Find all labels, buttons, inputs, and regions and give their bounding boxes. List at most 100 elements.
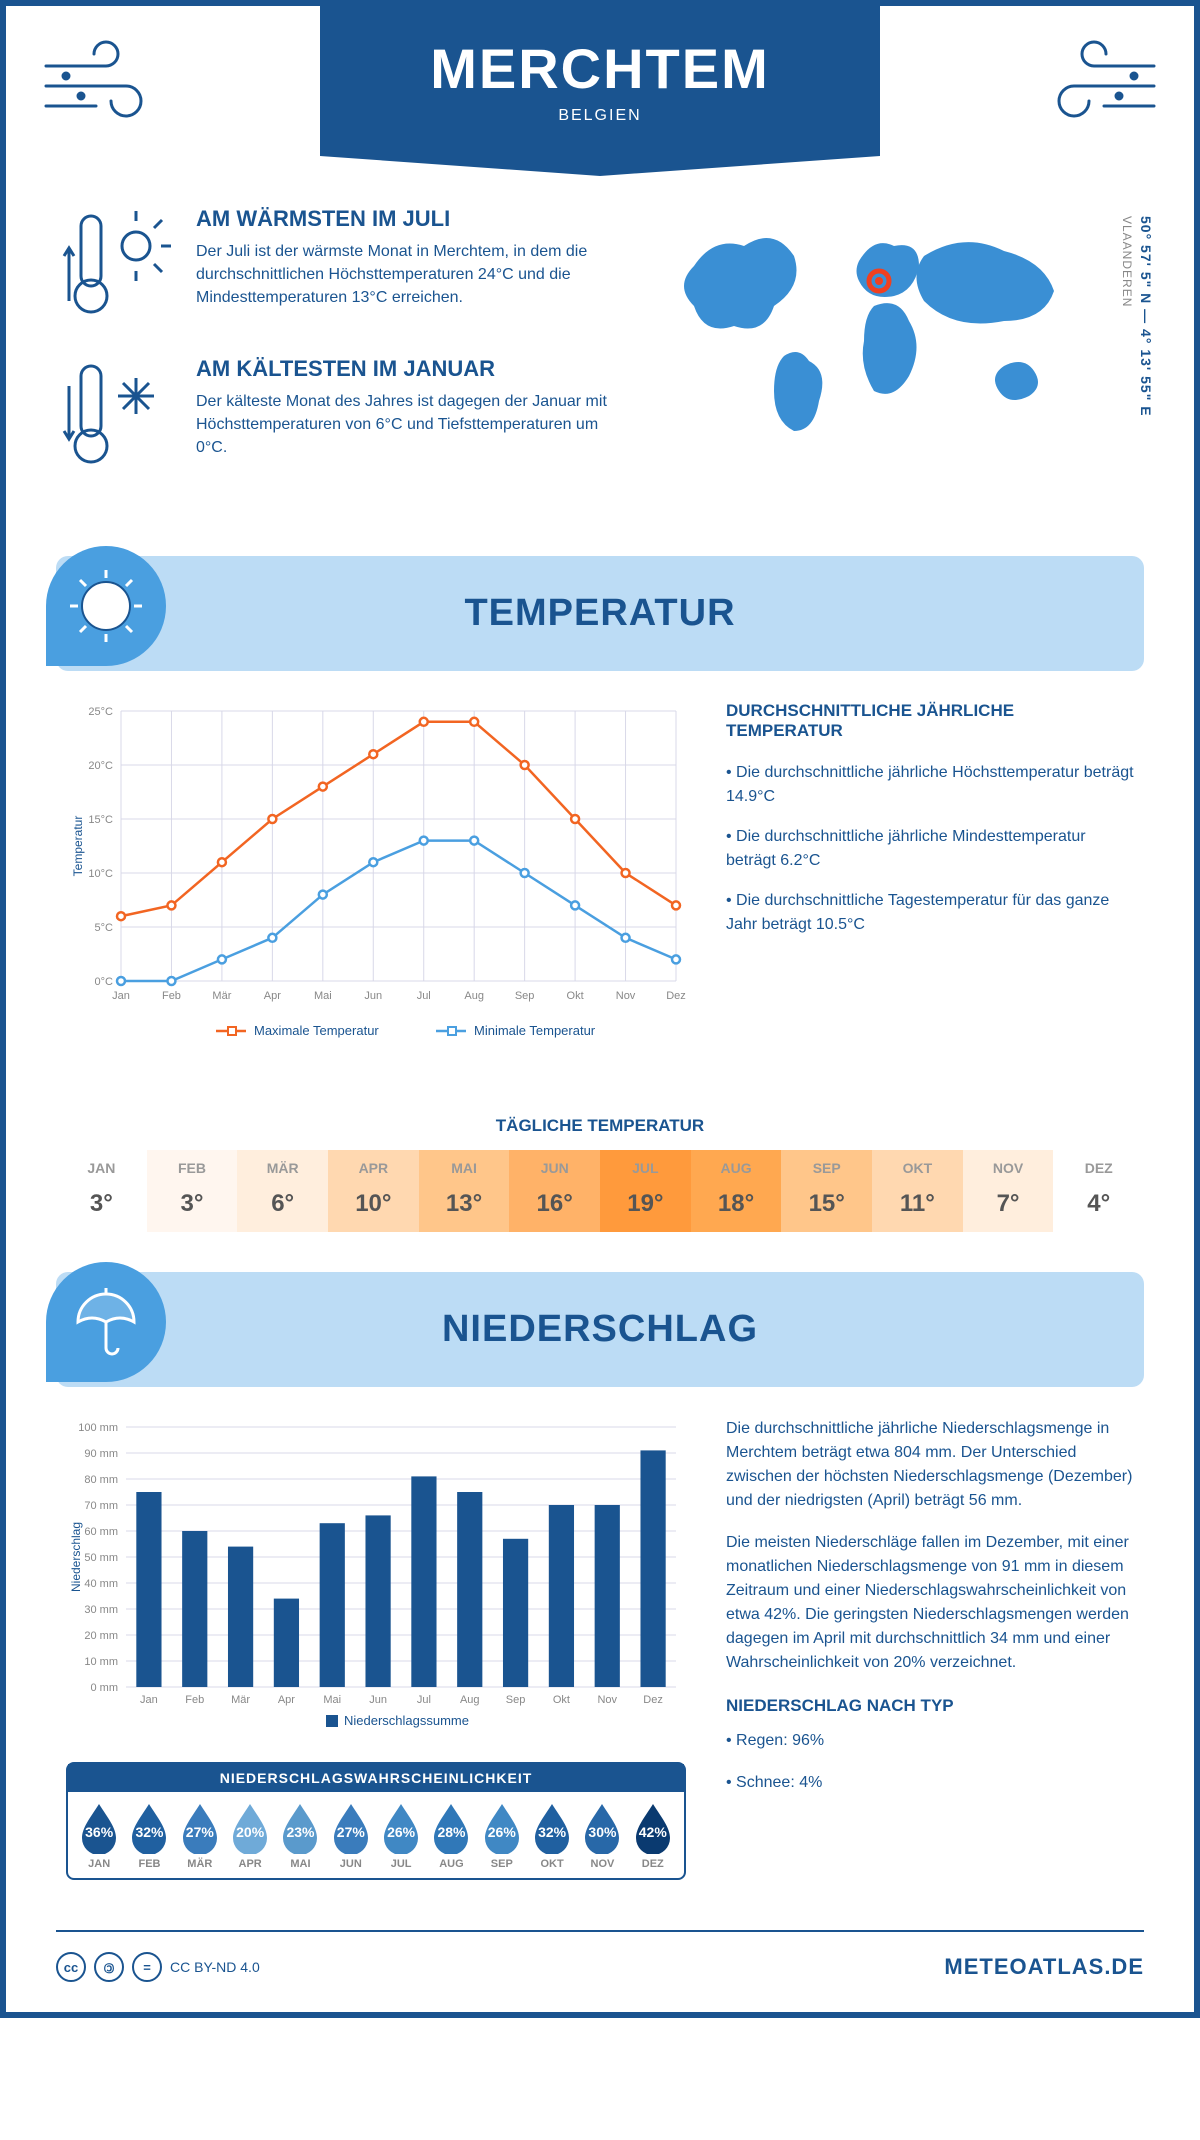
coldest-desc: Der kälteste Monat des Jahres ist dagege… [196, 390, 614, 460]
drop-value: 42% [632, 1824, 674, 1840]
svg-text:30 mm: 30 mm [84, 1604, 118, 1616]
drop-value: 27% [179, 1824, 221, 1840]
svg-text:Aug: Aug [460, 1694, 480, 1706]
svg-text:0 mm: 0 mm [91, 1682, 119, 1694]
prob-month: JAN [74, 1858, 124, 1870]
daily-cell: JUL 19° [600, 1150, 691, 1232]
precip-p2: Die meisten Niederschläge fallen im Deze… [726, 1531, 1134, 1675]
daily-value: 19° [600, 1190, 691, 1218]
sun-icon [66, 566, 146, 646]
daily-cell: OKT11° [872, 1150, 963, 1232]
coldest-block: AM KÄLTESTEN IM JANUAR Der kälteste Mona… [56, 356, 614, 476]
temperature-line-chart: 0°C5°C10°C15°C20°C25°CJanFebMärAprMaiJun… [66, 701, 686, 1061]
probability-cell: 27%JUN [326, 1802, 376, 1870]
drop-value: 32% [128, 1824, 170, 1840]
temperature-banner: TEMPERATUR [56, 556, 1144, 671]
prob-month: OKT [527, 1858, 577, 1870]
precip-t2: • Schnee: 4% [726, 1771, 1134, 1795]
daily-month: JUL [600, 1160, 691, 1176]
daily-cell: AUG18° [691, 1150, 782, 1232]
svg-text:Jul: Jul [417, 1694, 431, 1706]
drop-icon: 32% [128, 1802, 170, 1854]
svg-text:Niederschlag: Niederschlag [69, 1522, 83, 1592]
warmest-block: AM WÄRMSTEN IM JULI Der Juli ist der wär… [56, 206, 614, 326]
prob-month: FEB [124, 1858, 174, 1870]
wind-icon-right [1024, 36, 1164, 136]
header-band: MERCHTEM BELGIEN [320, 6, 880, 156]
prob-month: APR [225, 1858, 275, 1870]
drop-icon: 30% [581, 1802, 623, 1854]
svg-text:Feb: Feb [162, 990, 181, 1002]
daily-temp-title: TÄGLICHE TEMPERATUR [6, 1116, 1194, 1136]
daily-value: 3° [147, 1190, 238, 1218]
daily-value: 4° [1053, 1190, 1144, 1218]
svg-text:100 mm: 100 mm [78, 1422, 118, 1434]
drop-value: 26% [481, 1824, 523, 1840]
drop-icon: 42% [632, 1802, 674, 1854]
daily-value: 7° [963, 1190, 1054, 1218]
daily-month: SEP [781, 1160, 872, 1176]
daily-month: MAI [419, 1160, 510, 1176]
precipitation-text: Die durchschnittliche jährliche Niedersc… [726, 1417, 1134, 1880]
svg-text:5°C: 5°C [95, 922, 114, 934]
drop-value: 32% [531, 1824, 573, 1840]
coordinates: 50° 57' 5" N — 4° 13' 55" E [1138, 216, 1154, 417]
svg-text:80 mm: 80 mm [84, 1474, 118, 1486]
svg-text:Feb: Feb [185, 1694, 204, 1706]
svg-text:Sep: Sep [506, 1694, 526, 1706]
probability-cell: 36%JAN [74, 1802, 124, 1870]
coldest-text: AM KÄLTESTEN IM JANUAR Der kälteste Mona… [196, 356, 614, 476]
svg-text:10 mm: 10 mm [84, 1656, 118, 1668]
temp-info-b2: • Die durchschnittliche jährliche Mindes… [726, 825, 1134, 873]
daily-value: 13° [419, 1190, 510, 1218]
daily-value: 16° [509, 1190, 600, 1218]
daily-month: JUN [509, 1160, 600, 1176]
daily-value: 6° [237, 1190, 328, 1218]
probability-cell: 20%APR [225, 1802, 275, 1870]
probability-cell: 30%NOV [577, 1802, 627, 1870]
svg-text:Okt: Okt [553, 1694, 570, 1706]
svg-text:10°C: 10°C [88, 868, 113, 880]
probability-grid: 36%JAN32%FEB27%MÄR20%APR23%MAI27%JUN26%J… [68, 1792, 684, 1878]
probability-cell: 26% SEP [477, 1802, 527, 1870]
prob-month: SEP [477, 1858, 527, 1870]
svg-text:Okt: Okt [567, 990, 584, 1002]
temperature-row: 0°C5°C10°C15°C20°C25°CJanFebMärAprMaiJun… [6, 701, 1194, 1096]
warmest-text: AM WÄRMSTEN IM JULI Der Juli ist der wär… [196, 206, 614, 326]
daily-month: AUG [691, 1160, 782, 1176]
footer-license: cc 🄯 = CC BY-ND 4.0 [56, 1952, 260, 1982]
daily-cell: JUN 16° [509, 1150, 600, 1232]
thermometer-snow-icon [56, 356, 176, 476]
svg-text:Temperatur: Temperatur [71, 816, 85, 877]
svg-text:Niederschlagssumme: Niederschlagssumme [344, 1713, 469, 1728]
svg-text:Dez: Dez [666, 990, 686, 1002]
city-title: MERCHTEM [320, 36, 880, 101]
temperature-chart: 0°C5°C10°C15°C20°C25°CJanFebMärAprMaiJun… [66, 701, 686, 1066]
precipitation-banner: NIEDERSCHLAG [56, 1272, 1144, 1387]
svg-text:Minimale Temperatur: Minimale Temperatur [474, 1023, 596, 1038]
svg-text:0°C: 0°C [95, 976, 114, 988]
probability-title: NIEDERSCHLAGSWAHRSCHEINLICHKEIT [68, 1764, 684, 1792]
drop-icon: 26% [380, 1802, 422, 1854]
svg-text:60 mm: 60 mm [84, 1526, 118, 1538]
precipitation-heading: NIEDERSCHLAG [442, 1308, 758, 1351]
daily-value: 10° [328, 1190, 419, 1218]
daily-cell: MAI 13° [419, 1150, 510, 1232]
svg-text:70 mm: 70 mm [84, 1500, 118, 1512]
daily-month: DEZ [1053, 1160, 1144, 1176]
svg-text:Mär: Mär [212, 990, 231, 1002]
precipitation-bar-chart: 0 mm10 mm20 mm30 mm40 mm50 mm60 mm70 mm8… [66, 1417, 686, 1737]
probability-cell: 28%AUG [426, 1802, 476, 1870]
precip-t1: • Regen: 96% [726, 1729, 1134, 1753]
svg-text:20°C: 20°C [88, 760, 113, 772]
drop-icon: 26% [481, 1802, 523, 1854]
by-icon: 🄯 [94, 1952, 124, 1982]
daily-value: 11° [872, 1190, 963, 1218]
temp-info-b3: • Die durchschnittliche Tagestemperatur … [726, 889, 1134, 937]
sun-badge [46, 546, 166, 666]
probability-cell: 32% FEB [124, 1802, 174, 1870]
daily-month: JAN [56, 1160, 147, 1176]
svg-text:Apr: Apr [278, 1694, 295, 1706]
precip-p1: Die durchschnittliche jährliche Niedersc… [726, 1417, 1134, 1513]
svg-text:25°C: 25°C [88, 706, 113, 718]
